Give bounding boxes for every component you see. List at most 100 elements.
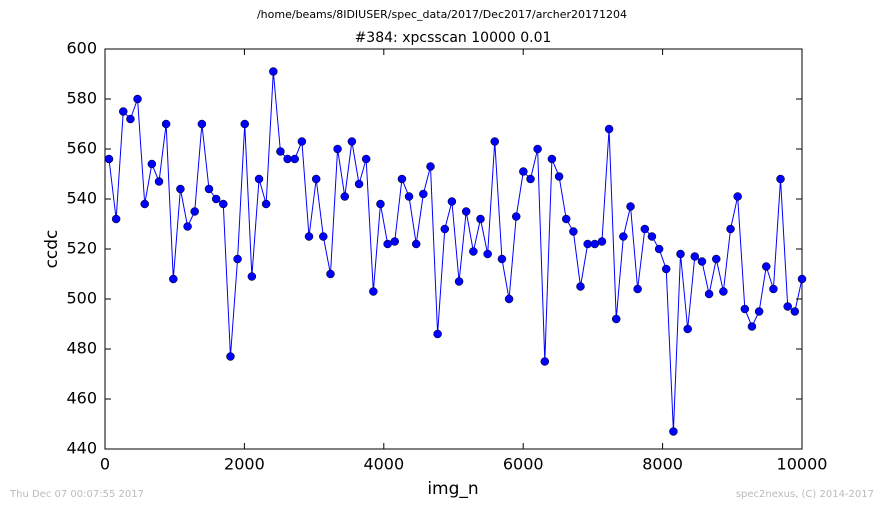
header: /home/beams/8IDIUSER/spec_data/2017/Dec2… <box>257 8 627 21</box>
data-point <box>569 227 578 236</box>
data-point <box>540 357 550 366</box>
x-axis-label: img_n <box>427 479 478 499</box>
data-point <box>154 177 164 186</box>
data-point <box>233 254 242 264</box>
data-point <box>340 192 350 201</box>
data-point <box>640 224 650 234</box>
data-point <box>747 322 757 331</box>
data-point <box>776 174 785 184</box>
data-point <box>290 154 299 164</box>
y-tick-label: 440 <box>66 439 97 458</box>
data-point <box>104 154 114 164</box>
y-tick-label: 580 <box>66 89 97 108</box>
data-point <box>269 67 278 76</box>
data-point <box>683 324 692 334</box>
data-point <box>554 172 564 181</box>
data-point <box>211 194 221 204</box>
y-tick-label: 500 <box>66 289 97 308</box>
data-point <box>719 287 728 296</box>
data-point <box>261 199 271 209</box>
data-point <box>219 199 228 209</box>
data-point <box>304 232 314 241</box>
data-point <box>647 232 657 241</box>
data-point <box>454 277 464 286</box>
data-point <box>276 147 285 156</box>
y-tick-label: 480 <box>66 339 97 358</box>
data-point <box>547 154 557 164</box>
data-point <box>461 207 471 216</box>
data-point <box>590 239 600 249</box>
data-point <box>576 282 585 291</box>
data-point <box>147 159 157 169</box>
data-point <box>704 289 714 299</box>
data-point <box>490 137 500 146</box>
data-point <box>333 144 342 154</box>
x-tick-label: 2000 <box>224 455 265 474</box>
data-point <box>533 144 542 154</box>
data-point <box>619 232 628 241</box>
data-point <box>797 274 807 284</box>
data-point <box>676 249 685 259</box>
data-point <box>311 174 321 184</box>
data-point <box>140 199 149 209</box>
y-tick-label: 600 <box>66 39 97 58</box>
y-axis-label: ccdc <box>42 230 62 269</box>
data-point <box>526 174 535 184</box>
data-point <box>397 174 407 184</box>
data-point <box>504 294 514 304</box>
data-point <box>376 199 385 209</box>
data-point <box>604 124 614 134</box>
data-point <box>426 162 435 171</box>
y-tick-label: 460 <box>66 389 97 408</box>
data-point <box>483 249 492 259</box>
data-point <box>790 307 800 316</box>
data-point <box>597 237 607 246</box>
data-point <box>133 94 142 104</box>
data-point <box>404 192 414 201</box>
data-point <box>411 239 421 249</box>
chart-title: #384: xpcsscan 10000 0.01 <box>355 30 552 46</box>
data-point <box>419 189 428 199</box>
data-point <box>126 114 135 124</box>
data-point <box>561 214 571 224</box>
data-point <box>283 154 292 164</box>
data-point <box>447 197 457 206</box>
data-point <box>254 174 264 184</box>
data-point <box>761 262 771 271</box>
x-tick-label: 6000 <box>503 455 544 474</box>
footer-credit: spec2nexus, (C) 2014-2017 <box>736 489 874 500</box>
data-point <box>783 302 792 311</box>
y-tick-label: 540 <box>66 189 97 208</box>
data-point <box>161 119 171 129</box>
data-point <box>226 352 235 361</box>
data-point <box>347 137 357 146</box>
data-point <box>361 154 371 164</box>
x-tick-label: 4000 <box>363 455 404 474</box>
data-point <box>654 244 664 254</box>
data-point <box>669 427 678 436</box>
data-point <box>119 107 128 116</box>
x-tick-label: 10000 <box>777 455 828 474</box>
data-point <box>247 272 257 281</box>
data-point <box>354 179 364 189</box>
y-tick-label: 560 <box>66 139 97 158</box>
footer-date: Thu Dec 07 00:07:55 2017 <box>9 489 144 500</box>
y-tick-label: 520 <box>66 239 97 258</box>
data-point <box>183 222 192 231</box>
data-point <box>733 192 742 201</box>
data-point <box>240 119 249 129</box>
data-point <box>497 254 507 264</box>
data-point <box>726 224 735 234</box>
data-point <box>433 329 442 339</box>
data-point <box>111 214 121 224</box>
data-point <box>169 274 178 284</box>
data-point <box>197 119 207 129</box>
data-point <box>769 284 778 294</box>
data-point <box>754 307 764 316</box>
data-point <box>690 252 700 261</box>
plot-frame <box>104 48 803 450</box>
data-point <box>519 167 528 176</box>
data-point <box>712 254 721 264</box>
data-point <box>369 287 378 296</box>
